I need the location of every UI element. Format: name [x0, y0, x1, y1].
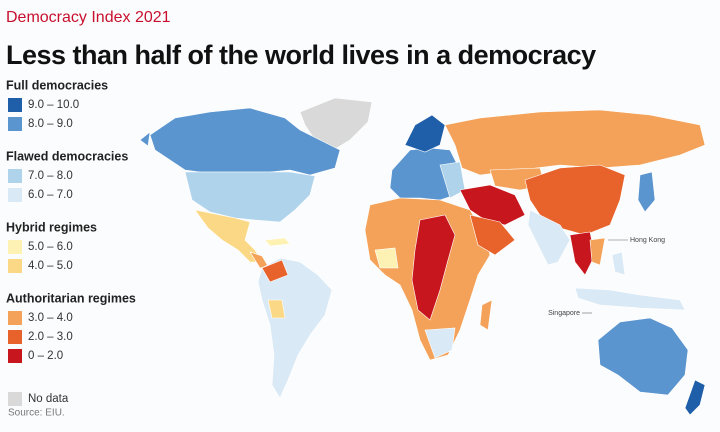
- legend-swatch: [8, 240, 22, 254]
- legend-group-title: Hybrid regimes: [6, 220, 97, 234]
- west-africa: [374, 247, 399, 269]
- central-africa: [411, 214, 456, 321]
- legend-group-title: Flawed democracies: [6, 149, 128, 163]
- world-map: [139, 97, 706, 416]
- map-label: Singapore: [548, 310, 580, 317]
- arabia: [469, 214, 516, 256]
- legend-swatch: [8, 330, 22, 344]
- myanmar: [569, 231, 596, 276]
- legend-label: 3.0 – 4.0: [28, 312, 73, 324]
- canada: [149, 107, 341, 176]
- usa: [184, 171, 316, 223]
- source: Source: EIU.: [8, 408, 65, 419]
- legend-swatch: [8, 311, 22, 325]
- legend-label: 5.0 – 6.0: [28, 241, 73, 253]
- legend-swatch: [8, 392, 22, 406]
- madagascar: [479, 299, 493, 331]
- title: Democracy Index 2021: [6, 9, 171, 26]
- middle-east: [459, 184, 526, 226]
- legend-label: 9.0 – 10.0: [28, 99, 79, 111]
- legend-label: 4.0 – 5.0: [28, 260, 73, 272]
- alaska-tip: [139, 131, 151, 147]
- scandinavia: [404, 114, 446, 153]
- philippines: [611, 251, 626, 276]
- legend-swatch: [8, 188, 22, 202]
- legend-label: 2.0 – 3.0: [28, 331, 73, 343]
- russia: [444, 109, 706, 176]
- legend-group-title: Authoritarian regimes: [6, 291, 136, 305]
- legend-label: 7.0 – 8.0: [28, 170, 73, 182]
- map-label: Hong Kong: [630, 237, 665, 244]
- legend-swatch: [8, 117, 22, 131]
- bolivia: [267, 299, 286, 319]
- india: [527, 209, 571, 266]
- indonesia: [574, 287, 686, 311]
- japan: [637, 171, 656, 213]
- caribbean: [264, 237, 291, 247]
- china: [524, 164, 626, 236]
- south-africa: [424, 327, 456, 359]
- legend-label: 8.0 – 9.0: [28, 118, 73, 130]
- legend-label: No data: [28, 393, 69, 405]
- legend-swatch: [8, 169, 22, 183]
- subtitle: Less than half of the world lives in a d…: [6, 40, 596, 70]
- legend-swatch: [8, 98, 22, 112]
- legend-group-title: Full democracies: [6, 78, 108, 92]
- vietnam: [589, 237, 606, 266]
- venezuela: [261, 259, 289, 283]
- legend-label: 6.0 – 7.0: [28, 189, 73, 201]
- greenland: [299, 97, 373, 153]
- new-zealand: [684, 379, 706, 416]
- legend-swatch: [8, 349, 22, 363]
- legend: Full democracies 9.0 – 10.0 8.0 – 9.0 Flawe…: [6, 78, 136, 406]
- legend-label: 0 – 2.0: [28, 350, 63, 362]
- legend-swatch: [8, 259, 22, 273]
- south-america: [257, 257, 333, 399]
- australia: [597, 317, 689, 396]
